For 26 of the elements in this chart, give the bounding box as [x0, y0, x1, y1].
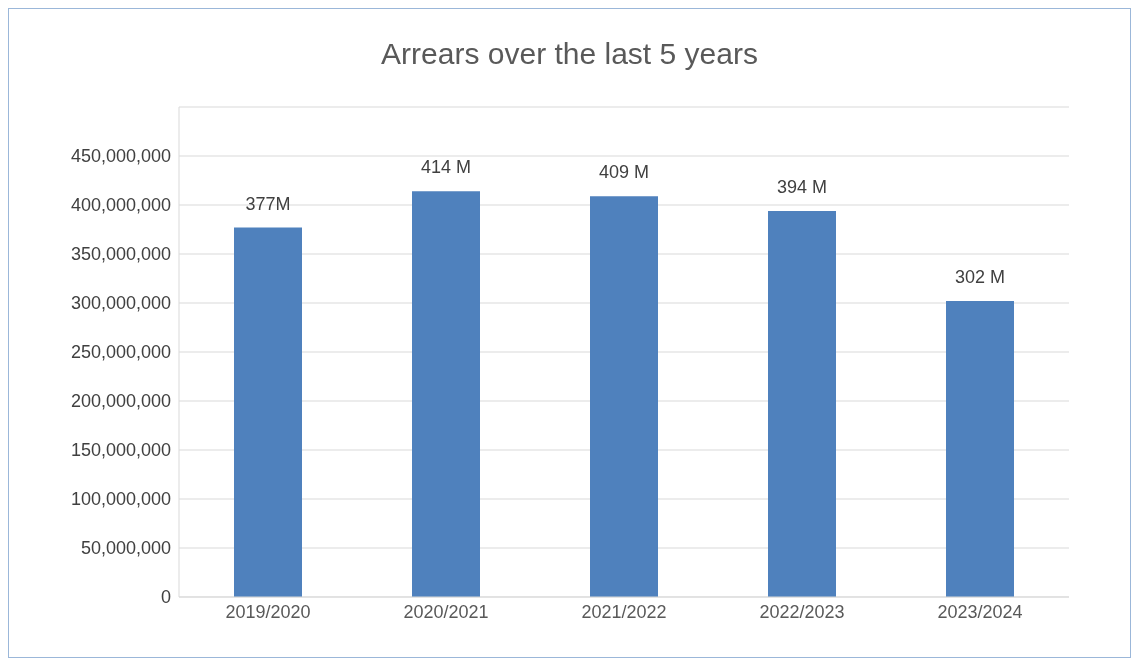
y-tick-label: 150,000,000	[70, 440, 171, 461]
data-label: 394 M	[776, 176, 828, 197]
y-tick-label: 450,000,000	[70, 146, 171, 167]
x-tick-label: 2022/2023	[759, 601, 845, 622]
x-tick-label: 2021/2022	[581, 601, 667, 622]
y-tick-label: 400,000,000	[70, 195, 171, 216]
bar	[946, 301, 1014, 597]
chart-title: Arrears over the last 5 years	[380, 36, 759, 72]
y-tick-label: 300,000,000	[70, 293, 171, 314]
y-tick-label: 50,000,000	[80, 538, 171, 559]
x-tick-label: 2019/2020	[225, 601, 311, 622]
bar	[768, 210, 836, 597]
bar	[590, 196, 658, 597]
bar	[234, 227, 302, 597]
y-tick-label: 200,000,000	[70, 391, 171, 412]
y-tick-label: 100,000,000	[70, 489, 171, 510]
x-tick-label: 2020/2021	[403, 601, 489, 622]
y-tick-label: 250,000,000	[70, 342, 171, 363]
data-label: 409 M	[598, 162, 650, 183]
data-label: 414 M	[420, 157, 472, 178]
y-tick-label: 0	[160, 587, 171, 608]
bar	[412, 191, 480, 597]
x-tick-label: 2023/2024	[937, 601, 1023, 622]
data-label: 302 M	[954, 267, 1006, 288]
y-tick-label: 350,000,000	[70, 244, 171, 265]
data-label: 377M	[245, 193, 291, 214]
